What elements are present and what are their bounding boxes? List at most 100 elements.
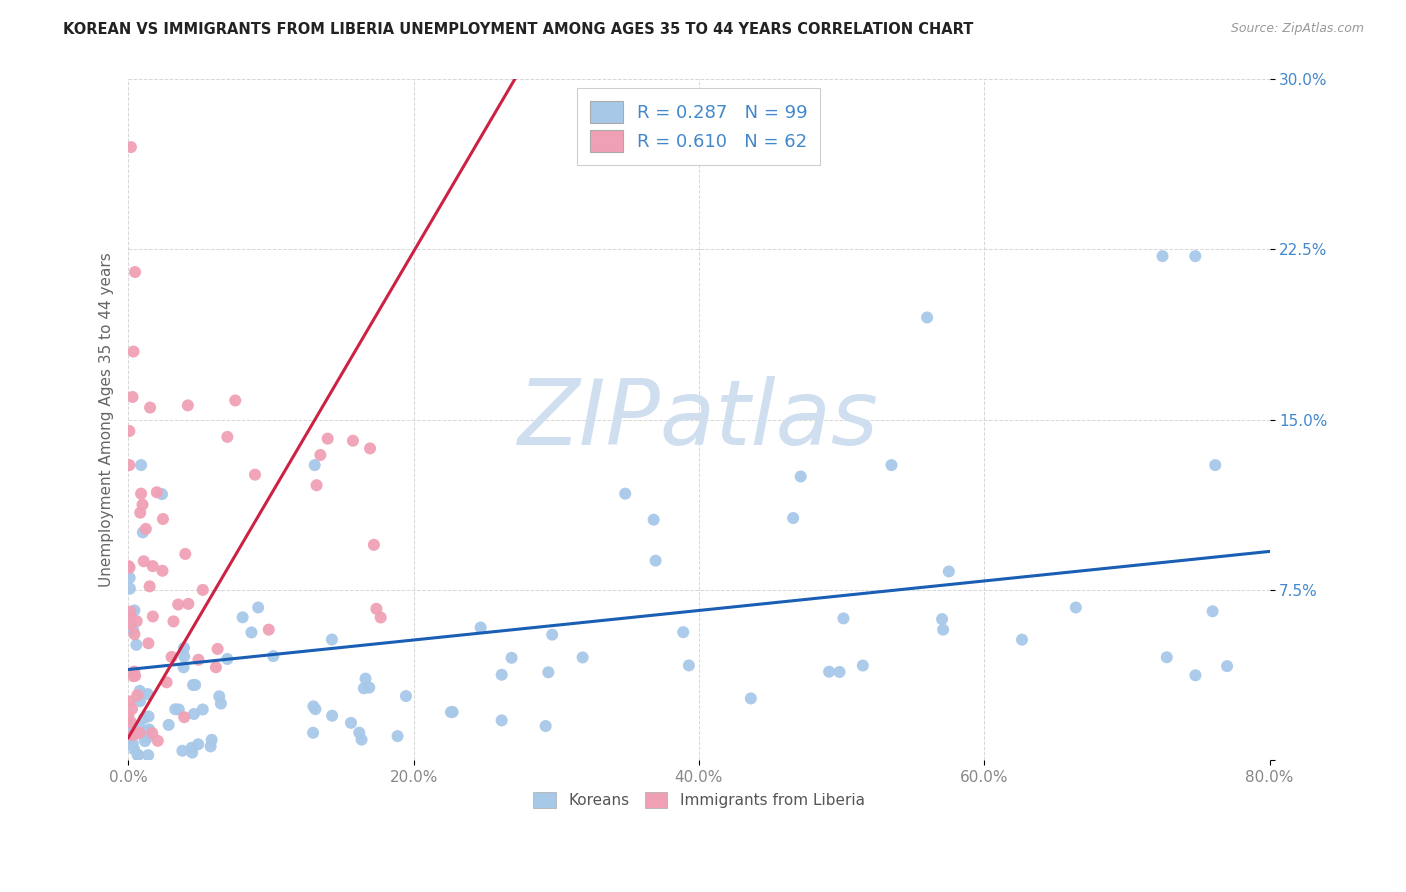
Point [321, 632, 343, 647]
Point [180, 740, 202, 755]
Point [534, 719, 557, 733]
Point [127, 747, 149, 762]
Point [146, 733, 169, 747]
Point [118, 424, 141, 438]
Text: Source: ZipAtlas.com: Source: ZipAtlas.com [1230, 22, 1364, 36]
Point [571, 650, 593, 665]
Y-axis label: Unemployment Among Ages 35 to 44 years: Unemployment Among Ages 35 to 44 years [100, 252, 114, 587]
Point [136, 748, 159, 763]
Point [491, 667, 513, 681]
Point [915, 310, 938, 325]
Point [172, 744, 194, 758]
Point [1156, 650, 1178, 665]
Point [125, 638, 148, 652]
Point [129, 694, 152, 708]
Point [643, 513, 665, 527]
Point [142, 559, 165, 574]
Point [316, 432, 339, 446]
Point [138, 636, 160, 650]
Point [136, 731, 159, 745]
Point [240, 625, 263, 640]
Point [1011, 632, 1033, 647]
Point [217, 430, 239, 444]
Point [124, 265, 146, 279]
Point [321, 708, 343, 723]
Point [678, 658, 700, 673]
Point [183, 706, 205, 721]
Point [359, 442, 381, 456]
Point [138, 579, 160, 593]
Point [181, 678, 204, 692]
Point [173, 649, 195, 664]
Point [132, 554, 155, 568]
Point [135, 522, 157, 536]
Point [257, 623, 280, 637]
Point [359, 681, 381, 695]
Point [1184, 668, 1206, 682]
Point [440, 705, 463, 719]
Point [441, 705, 464, 719]
Point [121, 736, 143, 750]
Point [177, 398, 200, 412]
Point [118, 458, 141, 472]
Point [129, 458, 152, 472]
Point [208, 690, 231, 704]
Point [350, 732, 373, 747]
Point [125, 614, 148, 628]
Point [152, 512, 174, 526]
Point [132, 525, 155, 540]
Point [201, 732, 224, 747]
Point [187, 737, 209, 751]
Point [366, 602, 388, 616]
Point [118, 560, 141, 574]
Point [118, 733, 141, 747]
Point [120, 140, 142, 154]
Point [173, 660, 195, 674]
Point [122, 665, 145, 679]
Point [177, 597, 200, 611]
Point [167, 702, 190, 716]
Point [349, 725, 371, 739]
Point [614, 486, 637, 500]
Point [828, 665, 851, 679]
Point [217, 652, 239, 666]
Point [191, 702, 214, 716]
Point [818, 665, 841, 679]
Point [932, 623, 955, 637]
Point [121, 702, 143, 716]
Point [132, 711, 155, 725]
Point [174, 547, 197, 561]
Point [152, 564, 174, 578]
Point [931, 612, 953, 626]
Point [354, 672, 377, 686]
Point [181, 746, 204, 760]
Point [1216, 659, 1239, 673]
Point [118, 582, 141, 596]
Point [128, 726, 150, 740]
Point [304, 458, 326, 472]
Point [160, 649, 183, 664]
Point [134, 724, 156, 739]
Point [122, 742, 145, 756]
Point [121, 390, 143, 404]
Point [124, 669, 146, 683]
Point [117, 709, 139, 723]
Point [207, 641, 229, 656]
Point [146, 485, 169, 500]
Point [165, 702, 187, 716]
Point [491, 714, 513, 728]
Point [200, 739, 222, 754]
Point [262, 649, 284, 664]
Point [157, 718, 180, 732]
Point [120, 715, 142, 730]
Point [209, 697, 232, 711]
Point [232, 610, 254, 624]
Point [118, 720, 141, 734]
Point [173, 710, 195, 724]
Point [124, 627, 146, 641]
Point [205, 660, 228, 674]
Legend: Koreans, Immigrants from Liberia: Koreans, Immigrants from Liberia [527, 786, 870, 814]
Point [224, 393, 246, 408]
Point [370, 610, 392, 624]
Text: KOREAN VS IMMIGRANTS FROM LIBERIA UNEMPLOYMENT AMONG AGES 35 TO 44 YEARS CORRELA: KOREAN VS IMMIGRANTS FROM LIBERIA UNEMPL… [63, 22, 973, 37]
